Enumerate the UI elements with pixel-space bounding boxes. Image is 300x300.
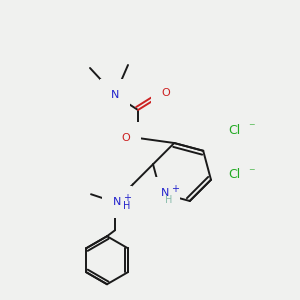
Text: H: H bbox=[123, 201, 131, 211]
Text: N: N bbox=[160, 188, 169, 198]
Text: ⁻: ⁻ bbox=[248, 122, 255, 134]
Text: ⁻: ⁻ bbox=[248, 167, 255, 179]
Text: +: + bbox=[123, 193, 131, 203]
Text: +: + bbox=[171, 184, 179, 194]
Text: O: O bbox=[162, 88, 170, 98]
Text: N: N bbox=[113, 197, 121, 207]
Text: H: H bbox=[165, 195, 172, 205]
Text: N: N bbox=[111, 90, 119, 100]
Text: Cl: Cl bbox=[228, 169, 240, 182]
Text: O: O bbox=[122, 133, 130, 143]
Text: Cl: Cl bbox=[228, 124, 240, 136]
